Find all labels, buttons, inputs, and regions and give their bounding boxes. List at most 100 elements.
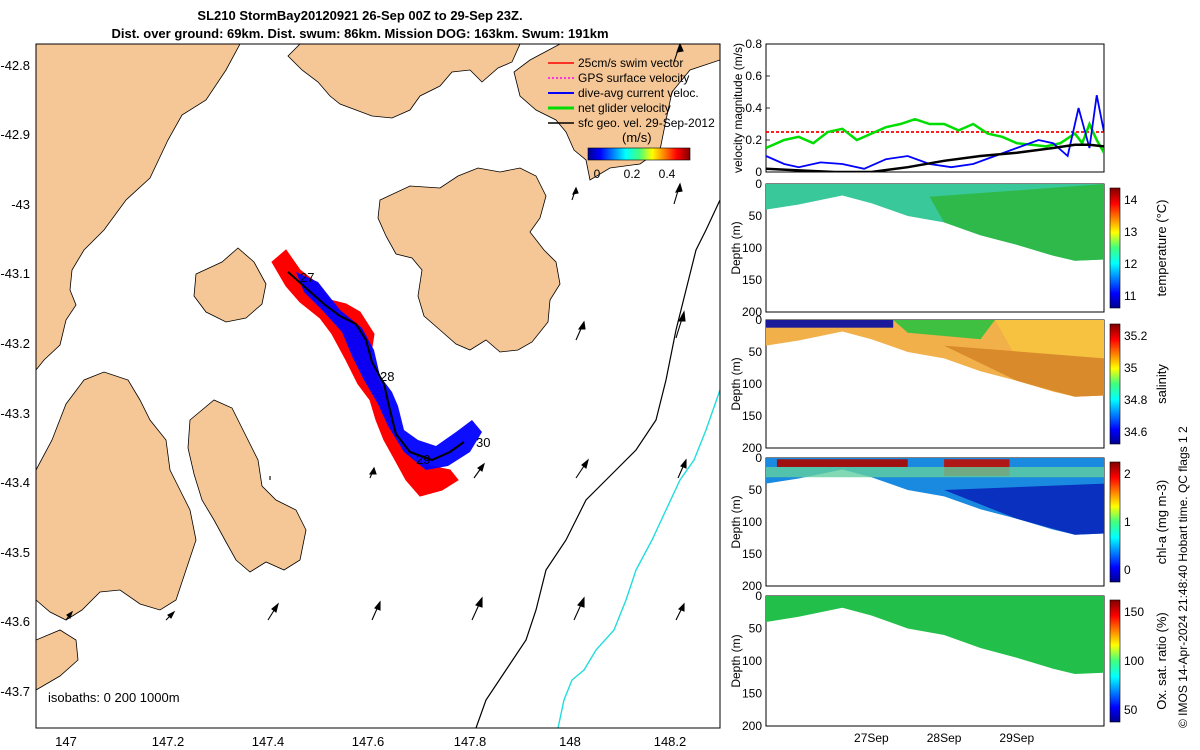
land-south-central	[187, 399, 307, 573]
depth-tick: 200	[742, 305, 762, 319]
section-colorbar	[1109, 323, 1121, 445]
geo-arrow	[473, 462, 485, 479]
time-tick: 29Sep	[999, 731, 1034, 745]
figure-title: SL210 StormBay20120921 26-Sep 00Z to 29-…	[197, 8, 523, 23]
chl-mid-layer	[766, 466, 1104, 478]
legend-label: GPS surface velocity	[578, 71, 689, 85]
depth-tick: 150	[742, 687, 762, 701]
y-tick: -43.1	[0, 266, 30, 281]
land-middle-island	[193, 247, 267, 323]
colorbar-tick: 0	[1124, 563, 1131, 577]
colorbar-label: salinity	[1154, 364, 1169, 404]
velocity-y-tick: 0.6	[745, 69, 762, 83]
colorbar-tick: 14	[1124, 193, 1138, 207]
section-data-field	[766, 596, 1104, 674]
x-tick: 147.6	[352, 734, 385, 749]
depth-tick: 50	[749, 483, 763, 497]
legend-label: net glider velocity	[578, 101, 671, 115]
depth-tick: 200	[742, 719, 762, 733]
depth-tick: 0	[755, 451, 762, 465]
colorbar-tick: 11	[1124, 289, 1137, 303]
y-tick: -43.6	[0, 614, 30, 629]
map-colorbar	[587, 147, 691, 161]
depth-tick: 50	[749, 209, 763, 223]
colorbar-tick: 35.2	[1124, 329, 1148, 343]
x-tick: 147.8	[454, 734, 487, 749]
day-label: 27	[300, 270, 314, 285]
depth-tick: 150	[742, 273, 762, 287]
depth-tick: 100	[742, 515, 762, 529]
colorbar-tick: 12	[1124, 257, 1138, 271]
colorbar-label: temperature (°C)	[1154, 200, 1169, 297]
velocity-series	[766, 95, 1104, 172]
depth-tick: 150	[742, 547, 762, 561]
colorbar-tick: 1	[1124, 515, 1131, 529]
velocity-panel: 0 0.2 0.4 0.6 0.8 velocity magnitude (m/s)	[731, 37, 1105, 179]
depth-ylabel: Depth (m)	[729, 221, 743, 274]
chl-surface-maximum	[776, 459, 908, 467]
x-tick: 147.2	[152, 734, 185, 749]
isobath-200m	[475, 199, 720, 728]
colorbar-tick: 34.6	[1124, 425, 1148, 439]
y-tick: -42.8	[0, 58, 30, 73]
isobath-1000m	[557, 389, 720, 728]
geo-arrow	[575, 458, 589, 479]
map-x-ticks: 147 147.2 147.4 147.6 147.8 148 148.2	[55, 734, 686, 749]
y-tick: -43.4	[0, 475, 30, 490]
land-west-mainland	[36, 44, 241, 371]
section-colorbar	[1109, 187, 1121, 309]
depth-tick: 0	[755, 589, 762, 603]
land-peninsula-east	[377, 167, 561, 353]
velocity-y-tick: 0.2	[745, 133, 762, 147]
legend-label: 25cm/s swim vector	[578, 56, 683, 70]
day-label: 29	[416, 452, 430, 467]
geo-arrow	[65, 610, 73, 621]
depth-tick: 100	[742, 241, 762, 255]
colorbar-tick: 35	[1124, 361, 1138, 375]
land-masses	[36, 44, 720, 691]
colorbar-tick: 150	[1124, 605, 1144, 619]
land-southwest	[36, 371, 197, 621]
land-north-middle	[287, 44, 521, 119]
geo-arrow	[471, 596, 483, 621]
y-tick: -43.2	[0, 336, 30, 351]
colorbar-tick: 34.8	[1124, 393, 1148, 407]
velocity-y-tick: 0	[755, 165, 762, 179]
depth-tick: 100	[742, 654, 762, 668]
y-tick: -43.5	[0, 545, 30, 560]
map-panel: 27 28 29 30 isobaths: 0 200 1000m	[36, 44, 720, 728]
depth-tick: 200	[742, 441, 762, 455]
y-tick: -43	[11, 197, 30, 212]
velocity-y-tick: 0.4	[745, 101, 762, 115]
velocity-plot-frame	[765, 43, 1105, 173]
depth-tick: 0	[755, 177, 762, 191]
time-tick: 27Sep	[854, 731, 889, 745]
velocity-series-line	[766, 95, 1104, 170]
legend-label: dive-avg current veloc.	[578, 86, 699, 100]
salinity-mid-layer	[893, 320, 995, 340]
section-colorbar	[1109, 461, 1121, 583]
footer-credit: © IMOS 14-Apr-2024 21:48:40 Hobart time.…	[1176, 426, 1190, 728]
colorbar-tick: 0.4	[659, 167, 676, 181]
time-tick: 28Sep	[927, 731, 962, 745]
isobaths-label: isobaths: 0 200 1000m	[48, 690, 180, 705]
day-label: 28	[380, 369, 394, 384]
geo-arrow	[165, 610, 176, 621]
figure-subtitle: Dist. over ground: 69km. Dist. swum: 86k…	[111, 26, 609, 41]
colorbar-label: chl-a (mg m-3)	[1154, 480, 1169, 565]
day-labels: 27 28 29 30	[300, 270, 490, 467]
geo-arrow	[575, 320, 586, 341]
depth-tick: 100	[742, 377, 762, 391]
x-tick: 147.4	[252, 734, 285, 749]
colorbar-tick: 50	[1124, 703, 1138, 717]
temp-deep-layer	[929, 184, 1104, 261]
depth-ylabel: Depth (m)	[729, 357, 743, 410]
geo-arrow	[571, 186, 579, 201]
velocity-ylabel: velocity magnitude (m/s)	[731, 43, 745, 173]
colorbar-label: (m/s)	[622, 130, 652, 145]
geo-arrow	[673, 182, 683, 205]
colorbar-label: Ox. sat. ratio (%)	[1154, 612, 1169, 710]
geo-arrow	[368, 466, 377, 479]
colorbar-tick: 13	[1124, 225, 1138, 239]
